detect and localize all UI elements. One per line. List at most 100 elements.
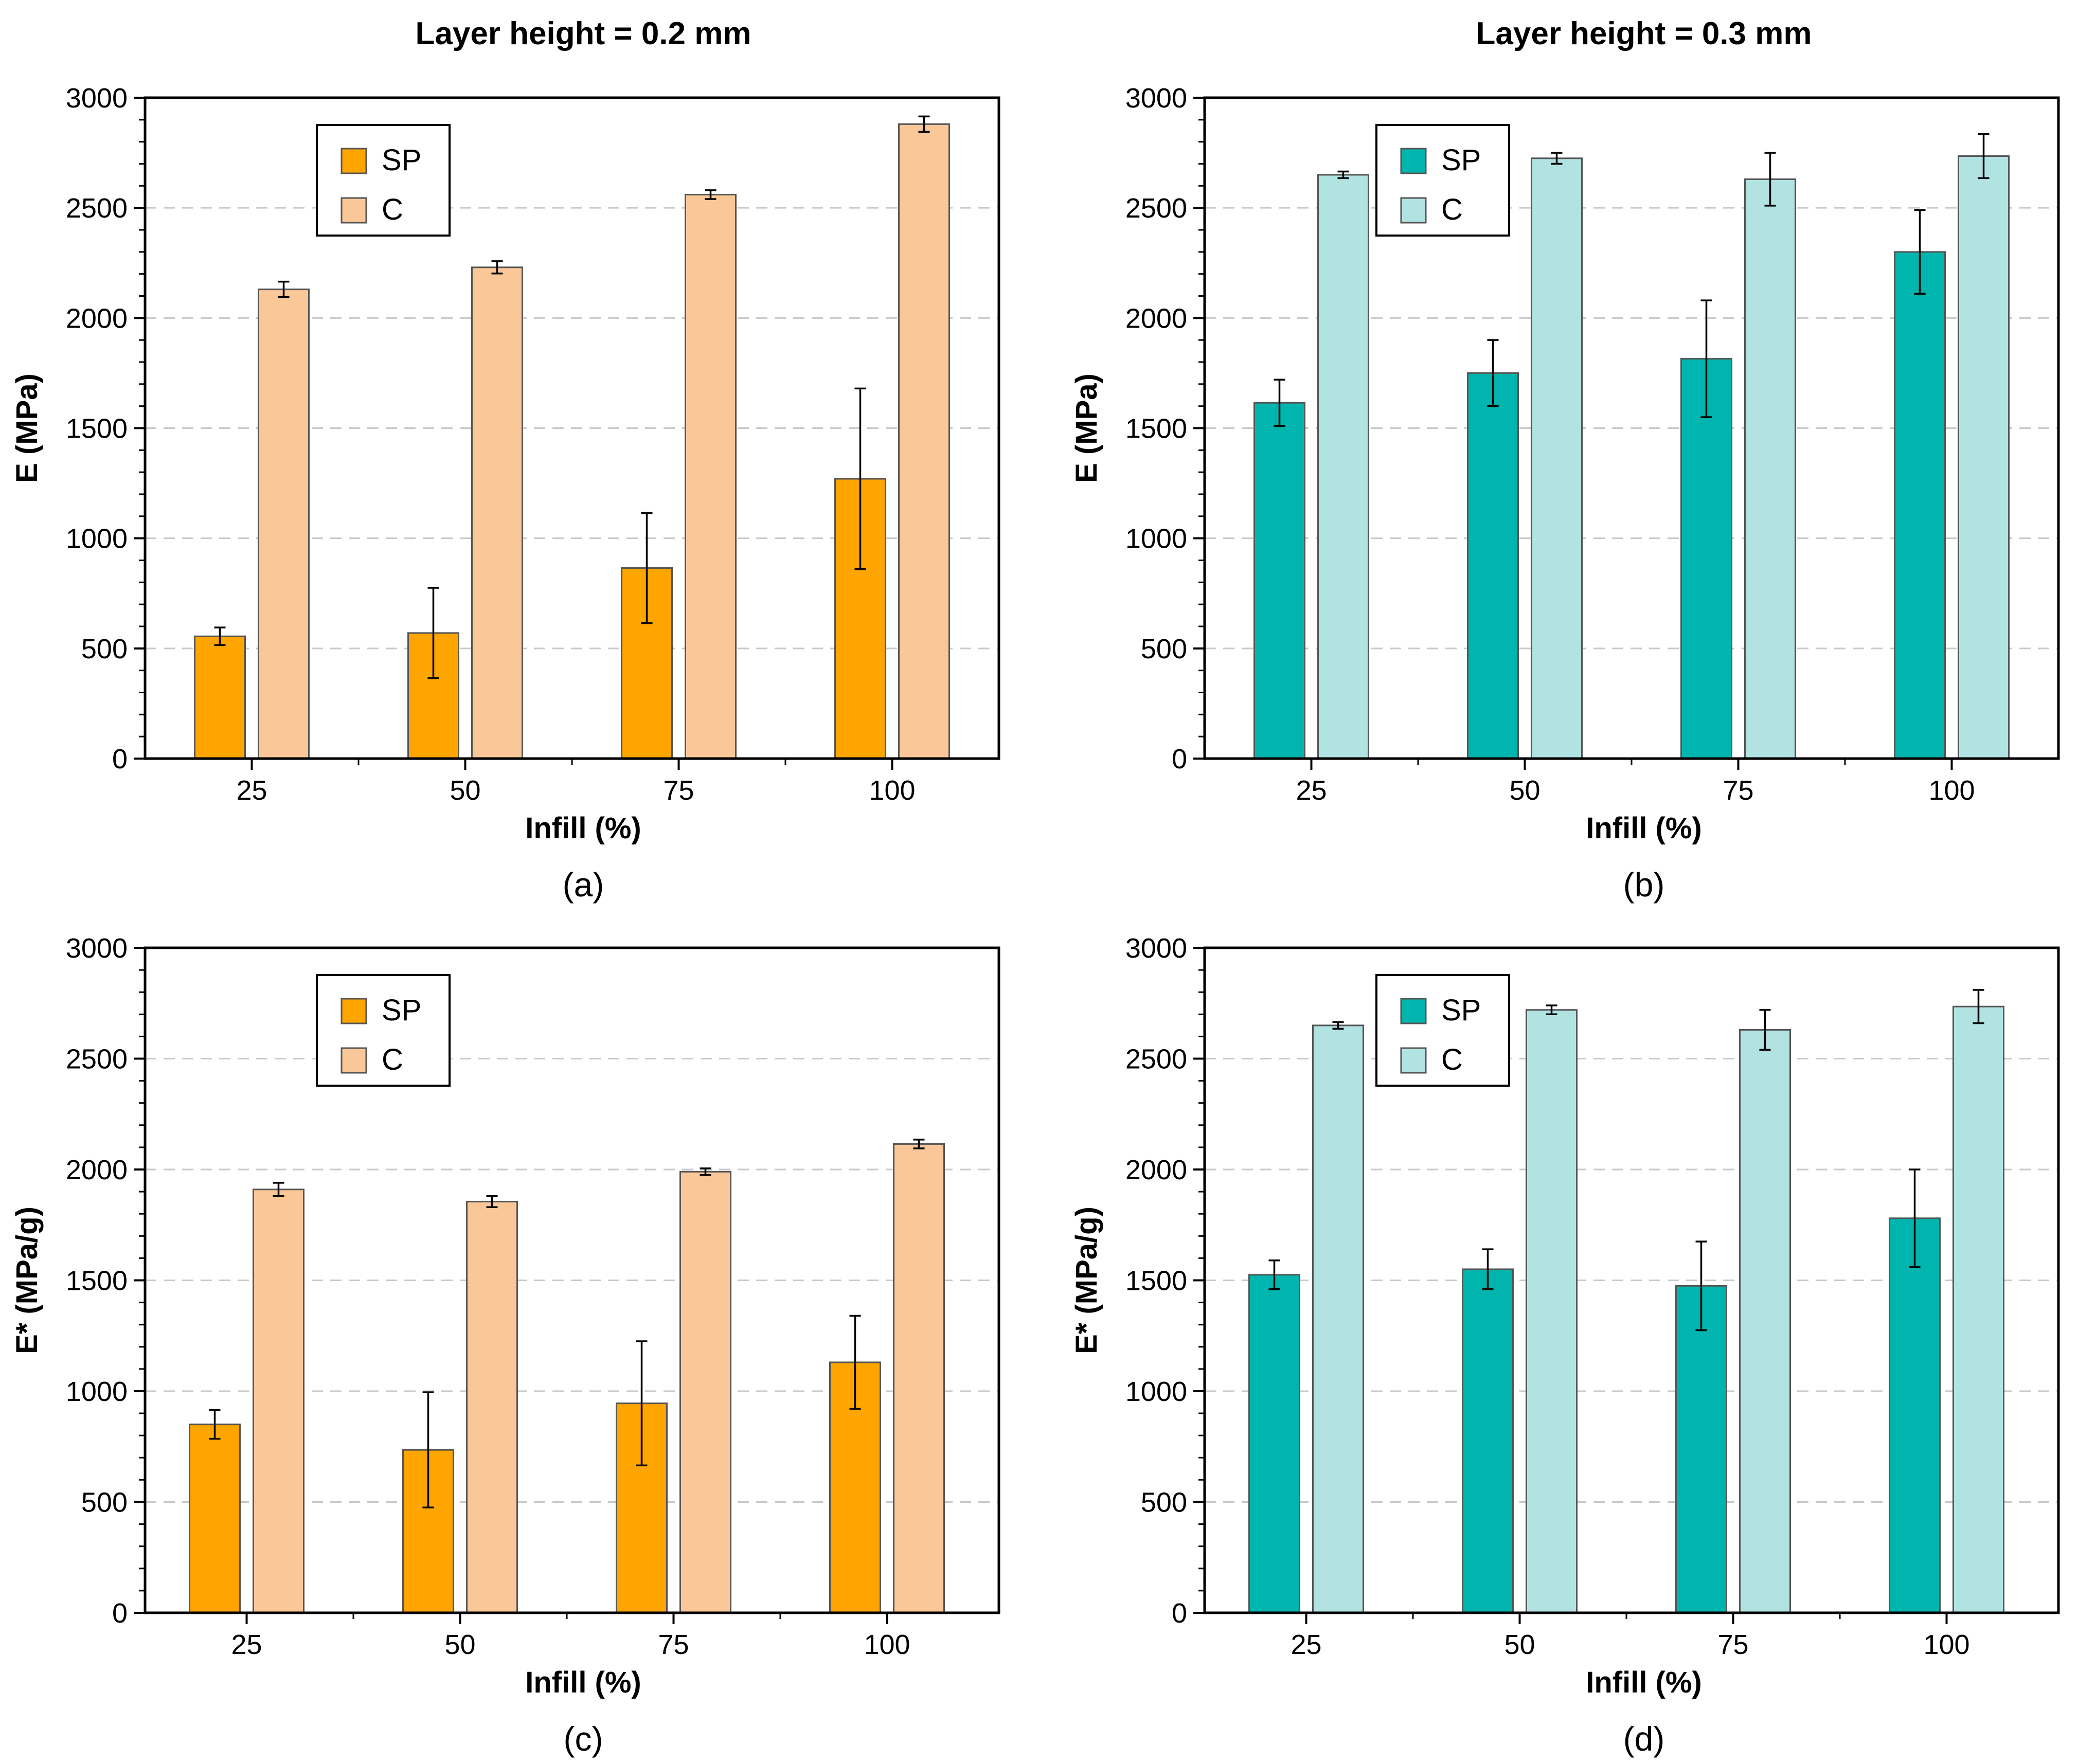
y-tick-label: 0 [112,744,128,775]
error-bar-sp-25 [214,626,226,646]
bar-sp-50 [1462,1268,1514,1614]
chart-panel-3: 0 500 1000 1500 2000 2500 3000 25 50 75 100 Infill … [10,933,1000,1758]
error-bar-sp-75 [641,512,653,624]
error-bar-c-75 [1759,1009,1771,1051]
bar-c-50 [466,1200,518,1614]
y-tick-label: 1000 [1125,1376,1187,1407]
legend-swatch-sp [1400,998,1427,1024]
legend-label-sp: SP [1441,994,1481,1027]
legend-label-c: C [1441,1043,1463,1076]
legend: SP C [1375,974,1510,1087]
error-bar-c-50 [1551,152,1563,165]
column-title-right: Layer height = 0.3 mm [1476,16,1812,51]
error-bar-sp-25 [1274,379,1285,427]
legend-box [316,974,451,1087]
legend: SP C [1375,124,1510,237]
error-bar-sp-100 [849,1315,861,1410]
x-tick-label: 100 [869,775,915,806]
y-tick-label: 500 [81,1487,128,1518]
error-bar-c-75 [705,189,716,200]
bar-sp-50 [1467,372,1519,760]
y-tick-label: 2500 [1125,193,1187,224]
y-tick-label: 500 [1141,1487,1187,1518]
legend: SP C [316,124,451,237]
x-tick-label: 50 [450,775,480,806]
bar-c-50 [1526,1009,1578,1614]
x-axis-label: Infill (%) [525,1666,641,1699]
bar-sp-25 [189,1424,241,1614]
bar-c-25 [258,289,310,760]
error-bar-sp-100 [854,387,866,570]
error-bar-sp-50 [1482,1248,1494,1290]
legend-swatch-c [341,197,367,224]
chart-panel-4: 0 500 1000 1500 2000 2500 3000 25 50 75 100 Infill … [1070,933,2060,1758]
y-tick-label: 3000 [1125,83,1187,114]
bar-c-50 [471,266,523,760]
y-tick-label: 0 [112,1598,128,1629]
error-bar-c-25 [273,1182,284,1197]
bar-c-100 [1952,1005,2004,1614]
bar-sp-25 [1248,1274,1300,1614]
y-axis-label: E* (MPa/g) [10,1207,44,1354]
x-tick-label: 100 [1923,1629,1969,1660]
bar-sp-100 [1894,251,1946,760]
x-tick-label: 75 [1723,775,1753,806]
legend-label-c: C [382,1043,403,1076]
error-bar-c-50 [491,260,503,275]
legend-box [1375,124,1510,237]
x-tick-label: 50 [1504,1629,1535,1660]
y-tick-label: 3000 [66,933,128,964]
y-tick-label: 3000 [66,83,128,114]
error-bar-c-50 [486,1195,498,1209]
chart-panel-2: 0 500 1000 1500 2000 2500 3000 25 50 75 100 Infill … [1070,83,2060,904]
panel-label: (c) [564,1720,603,1758]
legend-label-c: C [1441,193,1463,226]
y-tick-label: 2000 [1125,303,1187,334]
x-tick-label: 25 [236,775,267,806]
legend: SP C [316,974,451,1087]
panel-label: (d) [1623,1720,1665,1758]
y-tick-label: 0 [1172,1598,1187,1629]
legend-box [1375,974,1510,1087]
error-bar-sp-75 [1700,299,1712,418]
error-bar-c-75 [1764,152,1776,207]
y-axis-label: E (MPa) [10,373,44,483]
chart-panel-1: 0 500 1000 1500 2000 2500 3000 25 50 75 100 Infill … [10,83,1000,904]
y-tick-label: 2000 [66,303,128,334]
bar-sp-100 [1889,1217,1941,1614]
error-bar-c-25 [278,280,290,298]
error-bar-c-75 [700,1167,711,1176]
bar-c-75 [1744,178,1796,760]
error-bar-c-100 [918,115,930,133]
legend-swatch-sp [341,148,367,174]
error-bar-sp-50 [422,1391,434,1509]
error-bar-sp-50 [427,587,439,679]
bar-c-50 [1531,157,1583,760]
y-tick-label: 1500 [1125,1266,1187,1297]
bar-c-100 [898,123,950,760]
y-tick-label: 2500 [66,1044,128,1075]
x-axis-label: Infill (%) [525,812,641,845]
x-tick-label: 25 [231,1629,262,1660]
error-bar-c-100 [1973,989,1984,1024]
x-tick-label: 75 [663,775,694,806]
y-tick-label: 2500 [1125,1044,1187,1075]
y-tick-label: 1500 [1125,413,1187,444]
x-tick-label: 100 [1928,775,1975,806]
error-bar-c-50 [1546,1004,1557,1016]
legend-box [316,124,451,237]
error-bar-sp-75 [1695,1240,1707,1331]
legend-label-sp: SP [1441,143,1481,177]
bar-sp-75 [1680,358,1732,760]
legend-label-sp: SP [382,994,421,1027]
error-bar-c-25 [1332,1021,1344,1030]
error-bar-sp-100 [1914,209,1926,295]
x-tick-label: 50 [444,1629,475,1660]
bar-c-75 [1739,1029,1791,1614]
y-tick-label: 1000 [66,524,128,554]
y-tick-label: 1000 [66,1376,128,1407]
y-axis-label: E (MPa) [1070,373,1103,483]
error-bar-c-100 [1978,133,1990,179]
y-axis-label: E* (MPa/g) [1070,1207,1103,1354]
legend-swatch-sp [341,998,367,1024]
